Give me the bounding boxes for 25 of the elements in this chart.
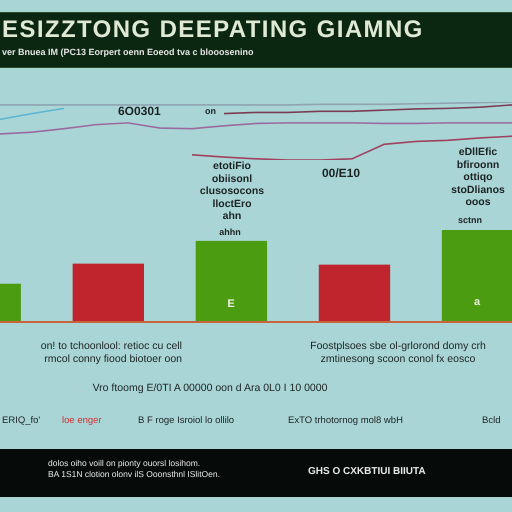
bar [196, 240, 268, 321]
text: GHS O CXKBTIUI BIIUTA [308, 466, 426, 478]
annotation: E [227, 298, 235, 311]
annotation: 6O0301 [118, 104, 161, 118]
text: dolos oiho voill on pionty ouorsl losihom. BA 1S1N clotion olonv ilS Ooonsthnl ISlitOen. [48, 458, 220, 480]
annotation: on [205, 106, 216, 117]
text: ExTO trhotornog mol8 wbH [288, 415, 403, 427]
text: B F roge Isroiol lo ollilo [138, 415, 234, 427]
text: loe enger [62, 415, 102, 427]
bar [318, 264, 390, 321]
chart-title: ESIZZTONG DEEPATING GIAMNG [2, 16, 424, 44]
annotation: ahhn [219, 227, 241, 238]
annotation: a [474, 296, 480, 309]
bar [442, 230, 512, 321]
text: Bcld [482, 415, 500, 427]
text: on! to tchoonlool: retioc cu cell rmcol conny fiood biotoer oon [40, 340, 182, 366]
annotation: eDllEfic bfiroonn ottiqo stoDlianos ooos [451, 146, 505, 208]
text: Foostplsoes sbe ol-grlorond domy crh zmtinesong scoon conol fx eosco [310, 340, 486, 366]
text: 00/E10 [322, 166, 360, 180]
text: sctnn [458, 215, 482, 226]
chart-subtitle: ver Bnuea IM (PC13 Eorpert oenn Eoeod tva c blooosenino [2, 47, 254, 57]
text: Vro ftoomg E/0TI A 00000 oon d Ara 0L0 I 10 0000 [92, 382, 328, 395]
text: etotiFio obiisonl clusosocons lloctEro ahn [200, 160, 264, 222]
text: ERIQ_fo' [2, 415, 40, 427]
bar [72, 264, 144, 321]
